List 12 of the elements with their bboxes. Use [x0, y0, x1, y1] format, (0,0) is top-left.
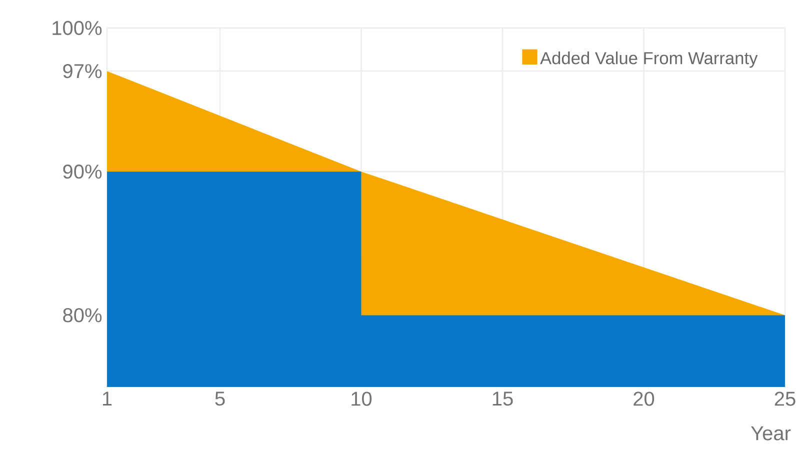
x-axis-title: Year [750, 426, 791, 440]
y-tick-label: 90% [63, 164, 102, 179]
x-tick-label: 15 [492, 392, 513, 406]
x-tick-label: 25 [774, 392, 796, 406]
x-tick-label: 20 [634, 392, 654, 406]
y-tick-label: 100% [52, 20, 102, 36]
x-tick-label: 1 [102, 392, 112, 406]
x-tick-label: 5 [215, 392, 225, 406]
x-tick-label: 10 [352, 392, 372, 406]
legend-label: Added Value From Warranty [540, 52, 758, 68]
y-tick-label: 97% [63, 64, 102, 78]
y-tick-label: 80% [63, 308, 102, 322]
